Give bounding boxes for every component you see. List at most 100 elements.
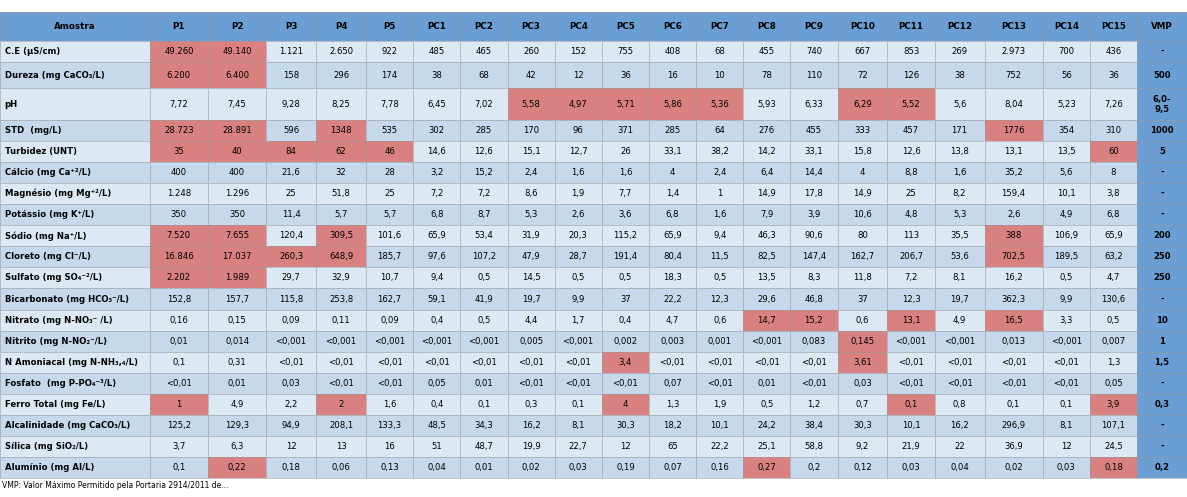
Bar [461, 331, 508, 352]
Bar [413, 394, 461, 415]
Bar [791, 247, 838, 267]
Bar [266, 267, 316, 288]
Bar [934, 288, 984, 310]
Text: 14,5: 14,5 [522, 273, 540, 282]
Text: <0,01: <0,01 [706, 358, 732, 367]
Bar [366, 183, 413, 204]
Bar [208, 415, 266, 436]
Bar [508, 331, 554, 352]
Bar [266, 436, 316, 457]
Text: 16: 16 [667, 71, 678, 80]
Bar [888, 352, 934, 373]
Bar [791, 120, 838, 141]
Bar [696, 225, 743, 247]
Text: 10: 10 [715, 71, 725, 80]
Text: 0,5: 0,5 [1106, 316, 1121, 325]
Bar [150, 247, 208, 267]
Bar [461, 394, 508, 415]
Bar [554, 12, 602, 41]
Bar [508, 373, 554, 394]
Bar [150, 62, 208, 88]
Bar [649, 12, 696, 41]
Bar [508, 415, 554, 436]
Bar [1043, 373, 1090, 394]
Bar [316, 415, 366, 436]
Bar [1090, 436, 1137, 457]
Bar [0, 310, 150, 331]
Bar [461, 352, 508, 373]
Text: 171: 171 [952, 126, 967, 135]
Bar [0, 288, 150, 310]
Text: 60: 60 [1109, 147, 1119, 156]
Bar [508, 415, 554, 436]
Bar [0, 12, 150, 41]
Bar [934, 162, 984, 183]
Bar [602, 331, 649, 352]
Bar [461, 88, 508, 120]
Bar [743, 394, 791, 415]
Bar [150, 373, 208, 394]
Bar [984, 310, 1043, 331]
Bar [888, 436, 934, 457]
Bar [366, 457, 413, 478]
Bar [316, 457, 366, 478]
Bar [838, 225, 888, 247]
Bar [554, 415, 602, 436]
Bar [508, 373, 554, 394]
Text: 455: 455 [758, 47, 775, 56]
Bar [208, 267, 266, 288]
Bar [1090, 41, 1137, 62]
Bar [366, 373, 413, 394]
Bar [649, 225, 696, 247]
Text: 0,06: 0,06 [331, 463, 350, 472]
Bar [984, 288, 1043, 310]
Bar [461, 62, 508, 88]
Bar [1043, 288, 1090, 310]
Bar [266, 373, 316, 394]
Bar [934, 141, 984, 162]
Text: 36: 36 [620, 71, 630, 80]
Bar [0, 204, 150, 225]
Bar [266, 162, 316, 183]
Bar [743, 62, 791, 88]
Bar [743, 88, 791, 120]
Bar [649, 41, 696, 62]
Bar [838, 415, 888, 436]
Text: 4,9: 4,9 [230, 400, 243, 409]
Bar [649, 162, 696, 183]
Text: 30,3: 30,3 [853, 421, 872, 430]
Bar [888, 204, 934, 225]
Bar [1090, 310, 1137, 331]
Bar [413, 120, 461, 141]
Bar [316, 204, 366, 225]
Bar [696, 88, 743, 120]
Bar [888, 394, 934, 415]
Bar [413, 247, 461, 267]
Bar [1043, 373, 1090, 394]
Bar [743, 183, 791, 204]
Bar [316, 373, 366, 394]
Text: 0,22: 0,22 [228, 463, 247, 472]
Text: 1,5: 1,5 [1155, 358, 1169, 367]
Bar [554, 436, 602, 457]
Bar [413, 436, 461, 457]
Bar [461, 141, 508, 162]
Text: 174: 174 [381, 71, 398, 80]
Bar [791, 457, 838, 478]
Text: 0,27: 0,27 [757, 463, 776, 472]
Bar [743, 394, 791, 415]
Bar [554, 415, 602, 436]
Bar [791, 120, 838, 141]
Bar [888, 88, 934, 120]
Bar [696, 247, 743, 267]
Bar [0, 457, 150, 478]
Bar [0, 267, 150, 288]
Bar [1137, 267, 1187, 288]
Bar [984, 394, 1043, 415]
Bar [554, 457, 602, 478]
Bar [413, 41, 461, 62]
Bar [602, 288, 649, 310]
Bar [208, 352, 266, 373]
Bar [208, 436, 266, 457]
Bar [791, 225, 838, 247]
